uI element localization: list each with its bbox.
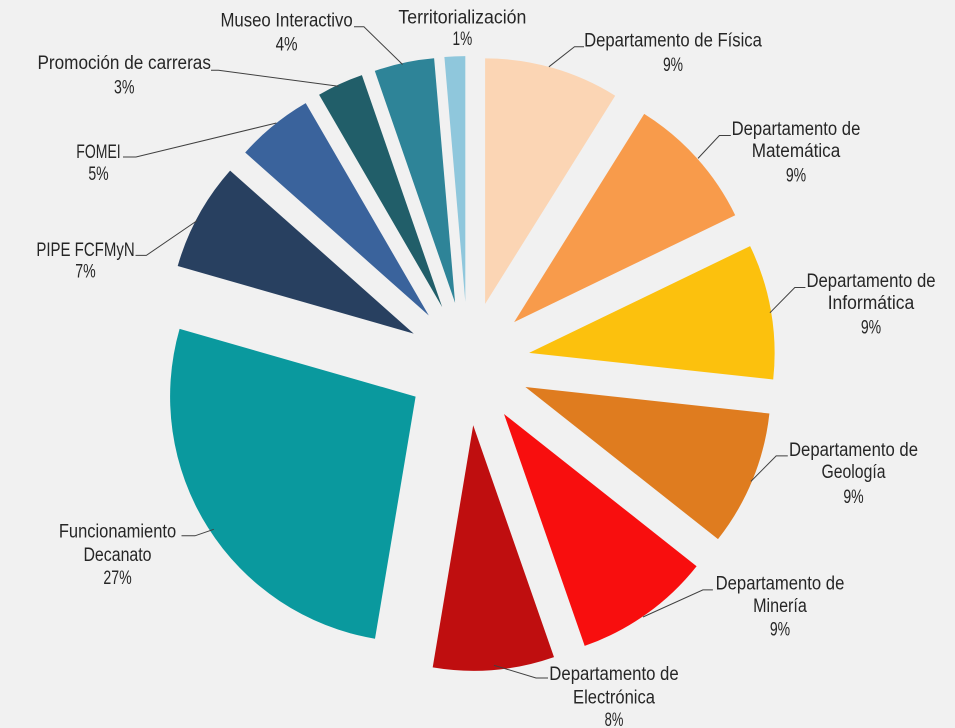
svg-text:9%: 9%	[843, 487, 863, 508]
svg-text:Matemática: Matemática	[752, 141, 841, 162]
svg-text:Departamento de Física: Departamento de Física	[584, 31, 762, 52]
svg-text:Departamento de: Departamento de	[806, 271, 935, 292]
svg-text:Territorialización: Territorialización	[398, 7, 526, 28]
svg-text:9%: 9%	[663, 55, 683, 76]
svg-text:1%: 1%	[453, 29, 473, 50]
svg-text:27%: 27%	[103, 568, 131, 589]
svg-text:Geología: Geología	[822, 462, 886, 483]
svg-text:8%: 8%	[605, 710, 624, 728]
svg-text:Informática: Informática	[828, 293, 915, 314]
svg-text:Museo Interactivo: Museo Interactivo	[220, 11, 352, 32]
svg-text:Departamento de: Departamento de	[716, 573, 845, 594]
svg-text:Promoción de carreras: Promoción de carreras	[38, 53, 211, 74]
svg-text:Departamento de: Departamento de	[732, 119, 861, 140]
svg-text:FOMEI: FOMEI	[76, 142, 120, 163]
svg-text:PIPE FCFMyN: PIPE FCFMyN	[36, 240, 134, 261]
svg-text:Funcionamiento: Funcionamiento	[59, 522, 176, 543]
svg-text:Departamento de: Departamento de	[549, 664, 678, 685]
svg-text:9%: 9%	[786, 165, 806, 186]
svg-text:Departamento de: Departamento de	[789, 440, 918, 461]
svg-text:Decanato: Decanato	[83, 545, 151, 566]
svg-text:7%: 7%	[75, 262, 95, 283]
svg-text:9%: 9%	[861, 317, 881, 338]
svg-text:3%: 3%	[114, 78, 135, 99]
svg-text:4%: 4%	[276, 34, 298, 55]
svg-text:9%: 9%	[770, 620, 790, 641]
svg-text:Minería: Minería	[753, 596, 807, 617]
svg-text:Electrónica: Electrónica	[573, 687, 655, 708]
svg-text:5%: 5%	[88, 164, 108, 185]
